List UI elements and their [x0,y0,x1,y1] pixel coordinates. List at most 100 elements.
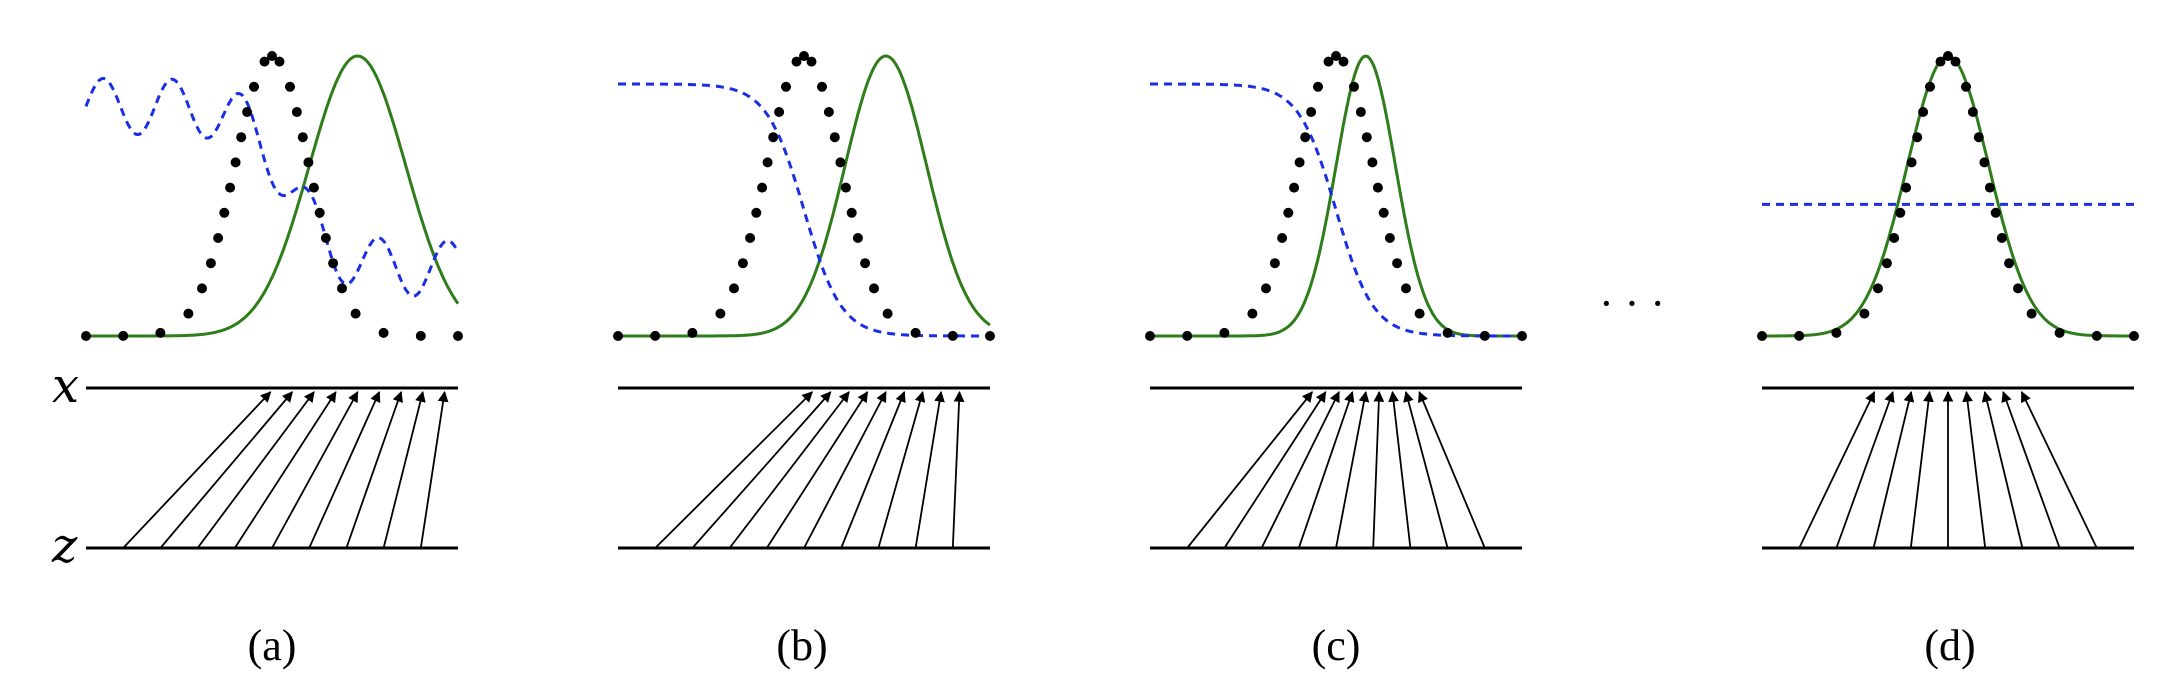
data-point [1145,331,1155,341]
mapping-arrow [2001,390,2061,549]
data-point [1338,56,1349,67]
data-point [118,330,129,341]
data-point [1912,132,1923,143]
data-point [1901,182,1912,193]
data-point [1392,258,1403,269]
mapping-arrow [1872,390,1915,549]
mapping-arrow [1835,390,1895,549]
data-point [1349,81,1359,92]
data-point [806,56,817,67]
data-point [1323,56,1334,67]
data-point [259,56,270,67]
data-point [378,327,389,338]
mapping-arrow [728,391,850,549]
discriminator-curve [618,82,990,338]
data-point [1372,182,1383,193]
data-point [2026,308,2037,319]
data-point [213,233,224,243]
data-point [1943,51,1953,61]
data-point [337,283,347,294]
mapping-arrow [1909,390,1934,549]
data-point [230,157,241,168]
data-point [1979,157,1990,168]
mapping-arrow [1403,390,1449,549]
data-point [846,207,857,218]
data-point [1967,107,1978,117]
mapping-arrow [654,391,813,549]
data-point [291,107,302,117]
mapping-arrow [1223,391,1327,549]
generator-curve [618,54,991,338]
mapping-arrow [840,390,906,549]
panel-b [613,51,995,550]
data-point [1355,107,1366,117]
data-point [947,330,958,341]
data-point [791,56,802,67]
data-point [1984,182,1995,193]
data-point [1990,207,2001,218]
caption-a: (a) [248,621,297,670]
data-point [1889,233,1900,243]
data-point [1950,56,1961,67]
mapping-arrow [1186,391,1313,549]
data-point [1859,308,1870,319]
mapping-arrow [196,391,315,549]
mapping-arrow [1798,391,1876,549]
data-point [852,233,863,243]
data-point [2091,330,2102,341]
data-point [267,51,277,61]
data-point [1831,327,1842,338]
data-point [781,81,791,92]
mapping-arrow [1962,390,1987,549]
data-point [1294,157,1305,168]
data-point [81,331,91,341]
data-point [1906,157,1917,168]
data-point [320,233,331,243]
data-point [985,331,995,341]
mapping-arrow [122,391,272,549]
mapping-arrow [2020,391,2098,549]
data-point [1283,207,1294,218]
data-point [1925,81,1935,92]
mapping-arrow [877,390,926,549]
data-point [737,258,748,269]
x-axis-label: x [52,358,79,414]
mapping-arrow [914,390,945,549]
data-point [1517,331,1527,341]
data-point [2004,258,2015,269]
data-point [1794,330,1805,341]
data-point [1442,327,1453,338]
mapping-arrow [1372,390,1385,549]
data-point [715,308,726,319]
data-point [768,132,779,143]
data-point [910,327,921,338]
data-point [2054,327,2065,338]
mapping-arrow [1981,390,2024,549]
data-point [1247,308,1258,319]
panel-d [1757,51,2139,550]
data-point [297,132,308,143]
data-point [1219,327,1230,338]
panel-a [81,51,463,550]
data-point [1367,157,1378,168]
data-point [1378,207,1389,218]
data-point [2013,283,2023,294]
mapping-arrow [1260,391,1340,549]
mapping-arrow [234,391,337,549]
data-point [1182,330,1193,341]
mapping-arrow [159,391,293,549]
data-point [1961,81,1971,92]
discriminator-curve [1150,82,1522,338]
mapping-arrow [308,391,381,549]
mapping-arrow [271,391,359,549]
data-point [757,182,768,193]
data-point [840,182,851,193]
data-point [823,107,834,117]
data-point [869,283,879,294]
data-point [1313,81,1323,92]
mapping-arrow [951,390,965,549]
data-point [1881,258,1892,269]
data-point [1306,107,1317,117]
data-point [799,51,809,61]
data-point [242,107,253,117]
